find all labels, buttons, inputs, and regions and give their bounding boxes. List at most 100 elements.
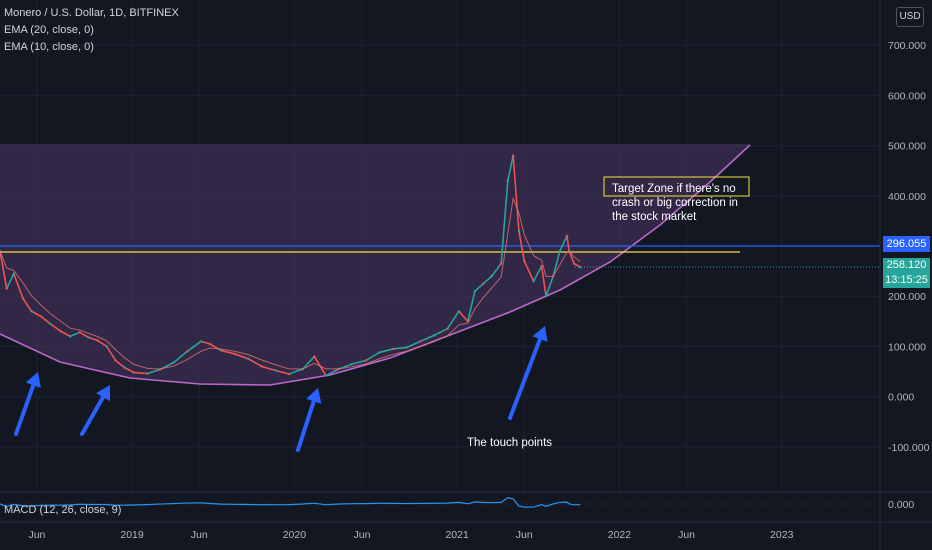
price-segment: [540, 265, 547, 297]
price-segment: [133, 371, 148, 375]
price-point: [391, 347, 395, 351]
macd-label[interactable]: MACD (12, 26, close, 9): [4, 504, 122, 516]
price-segment: [261, 365, 276, 372]
symbol-title[interactable]: Monero / U.S. Dollar, 1D, BITFINEX: [4, 7, 179, 19]
price-point: [233, 352, 236, 356]
price-segment: [545, 275, 554, 297]
price-segment: [96, 339, 108, 348]
price-segment: [302, 355, 315, 370]
price-point: [208, 342, 212, 346]
last-price-tag: 258.120: [883, 258, 930, 273]
macd-tick-label: 0.000: [888, 499, 914, 511]
price-segment: [467, 290, 476, 322]
price-point: [12, 272, 15, 275]
price-segment: [220, 349, 235, 355]
arrow-shaft-3: [296, 399, 316, 452]
target-zone-box: [603, 176, 750, 197]
price-segment: [518, 230, 526, 262]
price-point: [172, 361, 176, 364]
arrow-icon-1: [25, 372, 41, 388]
price-point: [378, 351, 381, 354]
y-tick-label: 0.000: [888, 392, 914, 404]
price-segment: [288, 368, 304, 375]
touch-points-label: The touch points: [467, 437, 552, 449]
x-tick-label: Jun: [353, 529, 370, 541]
price-segment: [566, 235, 570, 252]
target-zone-text-1: crash or big correction in: [612, 197, 738, 209]
price-segment: [248, 358, 263, 368]
price-segment: [406, 340, 421, 349]
y-tick-label: 600.000: [888, 90, 926, 102]
price-point: [5, 287, 8, 290]
price-point: [21, 297, 25, 300]
y-tick-label: 400.000: [888, 191, 926, 203]
price-segment: [325, 368, 340, 377]
price-segment: [147, 368, 161, 375]
arrow-shaft-2: [80, 395, 106, 436]
price-point: [523, 259, 526, 263]
price-point: [87, 336, 90, 339]
price-segment: [393, 346, 407, 350]
price-segment: [0, 250, 8, 289]
price-segment: [115, 359, 126, 369]
price-point: [105, 345, 108, 348]
price-point: [114, 359, 117, 362]
price-point: [544, 295, 548, 298]
price-point: [274, 369, 277, 372]
price-point: [247, 357, 250, 361]
x-tick-label: 2023: [770, 529, 794, 541]
arrow-icon-3: [306, 388, 322, 404]
price-segment: [491, 263, 502, 277]
price-segment: [79, 331, 89, 339]
price-segment: [69, 331, 80, 338]
price-segment: [474, 283, 484, 292]
price-segment: [5, 273, 15, 290]
price-point: [364, 359, 368, 362]
price-segment: [433, 328, 448, 337]
price-segment: [275, 369, 290, 375]
price-segment: [200, 340, 211, 345]
x-tick-label: 2019: [120, 529, 144, 541]
price-segment: [351, 359, 367, 365]
price-point: [579, 265, 582, 269]
x-tick-label: Jun: [516, 529, 533, 541]
price-point: [123, 366, 126, 369]
ema-line: [0, 196, 581, 370]
price-segment: [419, 334, 435, 343]
price-point: [540, 264, 543, 268]
price-point: [499, 262, 503, 265]
price-point: [49, 322, 52, 326]
price-segment: [379, 348, 394, 354]
x-tick-label: Jun: [678, 529, 695, 541]
price-point: [69, 335, 72, 338]
price-segment: [512, 155, 520, 232]
price-point: [490, 274, 494, 278]
price-point: [446, 327, 449, 331]
macd-line: [0, 497, 581, 508]
price-segment: [60, 330, 71, 338]
price-point: [511, 154, 515, 157]
price-point: [30, 310, 33, 313]
y-tick-label: 700.000: [888, 40, 926, 52]
ema-20-label[interactable]: EMA (20, close, 0): [4, 24, 94, 36]
target-zone-text-2: the stock market: [612, 211, 697, 223]
price-point: [572, 262, 576, 265]
price-point: [506, 179, 510, 182]
arrow-shaft-4: [508, 337, 543, 420]
arrow-icon-4: [532, 326, 548, 342]
price-point: [186, 350, 189, 353]
price-point: [473, 289, 477, 293]
price-point: [96, 339, 99, 342]
ema-10-label[interactable]: EMA (10, close, 0): [4, 41, 94, 53]
price-segment: [173, 350, 188, 364]
price-segment: [507, 155, 514, 181]
currency-button[interactable]: USD: [896, 7, 924, 27]
price-point: [199, 340, 203, 343]
price-segment: [88, 336, 98, 342]
price-point: [132, 371, 136, 374]
price-segment: [13, 273, 24, 299]
price-segment: [532, 265, 543, 282]
price-segment: [523, 260, 535, 282]
price-point: [517, 229, 521, 233]
